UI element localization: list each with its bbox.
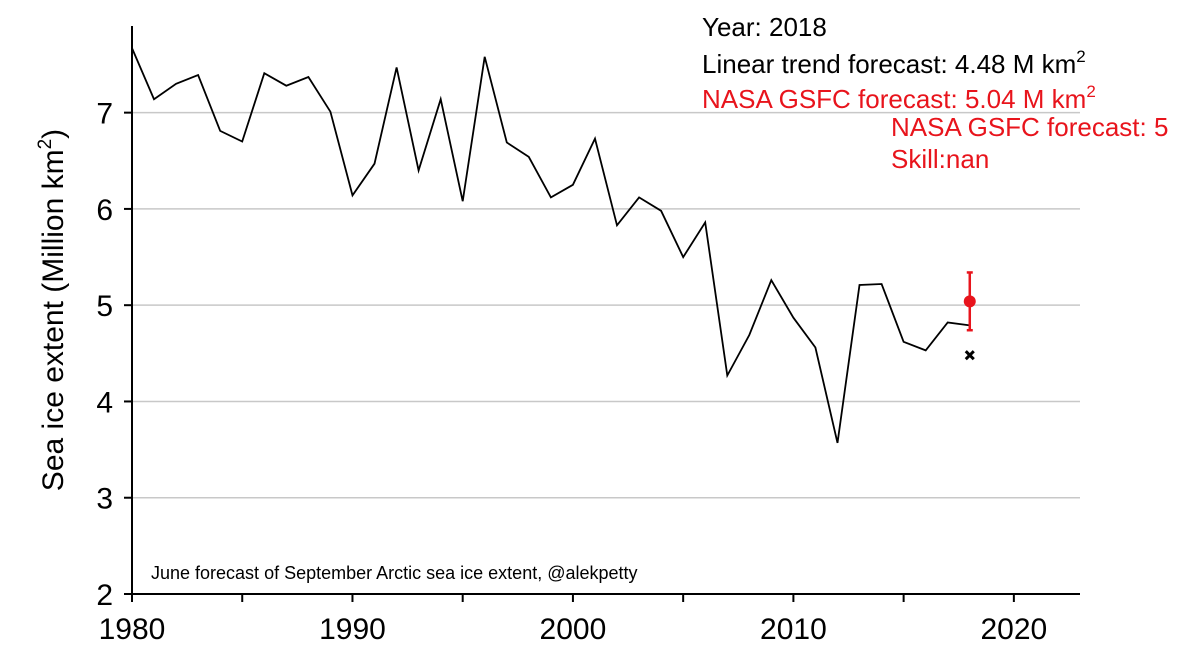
- axes: [131, 26, 1080, 595]
- forecast-markers: [963, 271, 976, 361]
- linear-forecast-marker-stroke-b: [964, 350, 975, 361]
- series-layer: [131, 47, 970, 444]
- y-tick-label-3: 3: [96, 483, 113, 516]
- y-axis-label: Sea ice extent (Million km2): [35, 129, 70, 491]
- annotation-nasa-forecast-overlap: NASA GSFC forecast: 5: [891, 112, 1168, 142]
- y-tick-label-6: 6: [96, 194, 113, 227]
- y-axis-ticks: 2 3 4 5 6 7: [96, 98, 132, 612]
- series-line-0: [131, 47, 970, 444]
- x-tick-label-1980: 1980: [99, 613, 166, 646]
- x-tick-label-2020: 2020: [980, 613, 1047, 646]
- nasa-forecast-point: [963, 295, 976, 308]
- annotation-skill: Skill:nan: [891, 144, 989, 174]
- y-tick-label-7: 7: [96, 98, 113, 131]
- y-tick-label-2: 2: [96, 579, 113, 612]
- x-axis-ticks: 1980 1990 2000 2010 2020: [99, 594, 1047, 646]
- annotation-year: Year: 2018: [702, 12, 827, 42]
- x-tick-label-2000: 2000: [540, 613, 607, 646]
- chart-credit: June forecast of September Arctic sea ic…: [151, 563, 638, 583]
- y-tick-label-5: 5: [96, 290, 113, 323]
- x-tick-label-2010: 2010: [760, 613, 827, 646]
- annotation-linear-forecast: Linear trend forecast: 4.48 M km2: [702, 47, 1086, 79]
- x-tick-label-1990: 1990: [319, 613, 386, 646]
- gridlines: [132, 111, 1080, 499]
- annotation-nasa-forecast: NASA GSFC forecast: 5.04 M km2: [702, 82, 1096, 114]
- linear-forecast-marker: [964, 350, 975, 361]
- y-tick-label-4: 4: [96, 386, 113, 419]
